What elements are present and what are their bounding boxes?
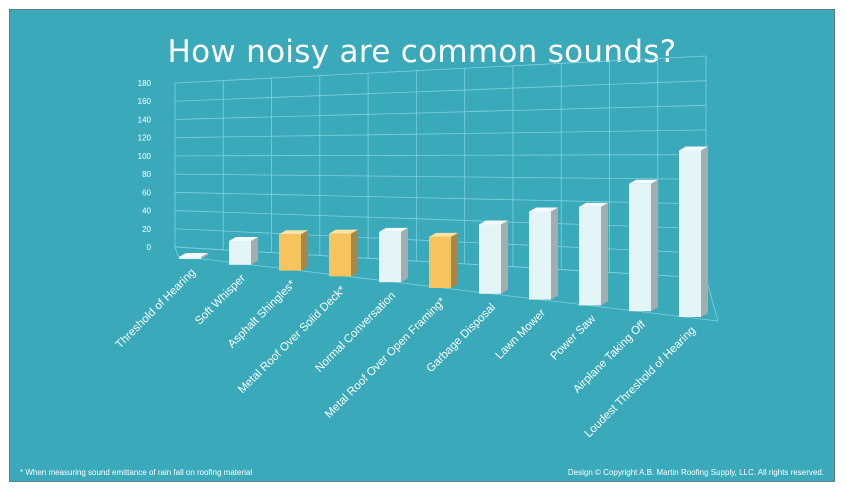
- chart-slide: How noisy are common sounds? 0 20 40 60 80 10…: [9, 9, 835, 482]
- bar: [529, 211, 551, 300]
- bar-side: [301, 230, 308, 271]
- bar-side: [501, 220, 508, 294]
- grid-line: [174, 210, 707, 230]
- x-tick-label: Threshold of Hearing: [114, 267, 198, 351]
- bar-side: [201, 253, 208, 259]
- bar-side: [251, 236, 258, 265]
- x-tick-label: Metal Roof Over Solid Deck*: [236, 284, 348, 396]
- chart-title: How noisy are common sounds?: [167, 34, 677, 70]
- grid-line: [174, 191, 707, 205]
- bar: [179, 257, 201, 259]
- bar-side: [451, 232, 458, 288]
- bar-top: [529, 207, 558, 212]
- bar-top: [379, 227, 408, 232]
- bar: [629, 183, 651, 312]
- bar: [679, 150, 701, 317]
- grid-line: [174, 173, 707, 180]
- x-tick-label: Power Saw: [549, 313, 599, 363]
- bar-chart: 0 20 40 60 80 100 120 140 160 180 Threshold of Hea…: [114, 55, 719, 440]
- bar-top: [629, 179, 658, 184]
- grid-line: [174, 80, 707, 102]
- bar-top: [479, 220, 508, 225]
- bar-side: [351, 229, 358, 277]
- y-tick-label: 80: [142, 170, 151, 179]
- footnote: * When measuring sound emittance of rain…: [20, 468, 253, 477]
- bar-side: [651, 179, 658, 312]
- bar-top: [329, 229, 358, 234]
- y-tick-label: 180: [138, 79, 152, 88]
- x-tick-label: Loudest Threshold of Hearing: [583, 325, 698, 440]
- grid-line: [174, 154, 707, 157]
- bar-top: [229, 236, 258, 241]
- y-tick-label: 40: [142, 207, 151, 216]
- bar-side: [401, 227, 408, 283]
- y-tick-label: 20: [142, 225, 151, 234]
- y-tick-label: 140: [138, 115, 152, 124]
- bar-top: [279, 230, 308, 235]
- x-tick-label: Metal Roof Over Open Framing*: [323, 295, 448, 420]
- bar: [429, 236, 451, 288]
- bar-top: [579, 202, 608, 207]
- x-tick-label: Soft Whisper: [193, 272, 248, 327]
- bar-side: [551, 207, 558, 300]
- y-tick-label: 100: [138, 152, 152, 161]
- y-tick-label: 60: [142, 188, 151, 197]
- bar-side: [701, 146, 708, 317]
- grid-line: [174, 55, 707, 84]
- y-tick-label: 160: [138, 97, 152, 106]
- bar: [379, 231, 401, 283]
- bar: [279, 234, 301, 271]
- grid-line: [174, 104, 707, 120]
- bar-top: [179, 253, 208, 257]
- bar: [579, 206, 601, 306]
- copyright-notice: Design © Copyright A.B. Martin Roofing S…: [567, 468, 824, 477]
- bar-top: [429, 232, 458, 237]
- bar: [479, 224, 501, 294]
- y-tick-label: 120: [138, 134, 152, 143]
- bar: [229, 240, 251, 265]
- bar-side: [601, 202, 608, 306]
- x-tick-label: Lawn Mower: [494, 307, 549, 362]
- grid-line: [174, 129, 707, 139]
- bar: [329, 233, 351, 277]
- bar-top: [679, 146, 708, 151]
- y-tick-label: 0: [147, 243, 152, 252]
